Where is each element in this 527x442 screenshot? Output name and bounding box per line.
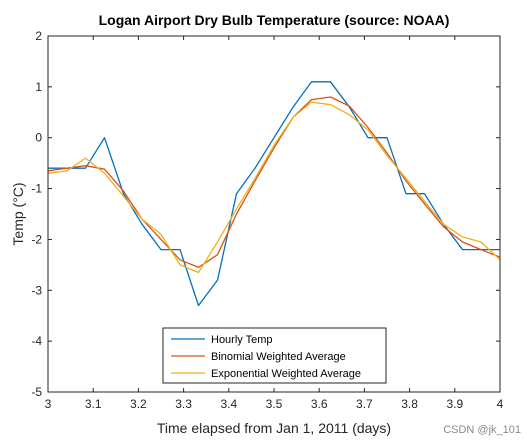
x-tick-label: 3.2 (130, 397, 147, 411)
y-tick-label: -4 (31, 334, 42, 348)
x-tick-label: 3.7 (356, 397, 373, 411)
x-tick-label: 4 (497, 397, 504, 411)
y-tick-label: 1 (35, 80, 42, 94)
series-line-3 (47, 101, 501, 274)
chart-title: Logan Airport Dry Bulb Temperature (sour… (99, 12, 450, 28)
x-tick-label: 3.8 (401, 397, 418, 411)
tick-layer: 3 3.1 3.2 3.3 3.4 3.5 3.6 3.7 3.8 3.9 4 -5 -4 -3 -2 -1 0… (31, 29, 503, 411)
legend-label-3: Exponential Weighted Average (211, 368, 361, 380)
series-line-1 (48, 81, 500, 307)
x-tick-label: 3 (45, 397, 52, 411)
y-tick-label: -2 (31, 232, 42, 246)
y-tick-label: 0 (35, 131, 42, 145)
y-tick-label: -5 (31, 385, 42, 399)
x-tick-label: 3.9 (446, 397, 463, 411)
watermark: CSDN @jk_101 (443, 424, 521, 436)
x-axis-label: Time elapsed from Jan 1, 2011 (days) (157, 420, 391, 436)
x-tick-label: 3.4 (220, 397, 237, 411)
x-tick-label: 3.3 (175, 397, 192, 411)
series-line-2 (47, 96, 501, 269)
series-layer (47, 81, 501, 307)
y-tick-label: 2 (35, 29, 42, 43)
y-tick-label: -3 (31, 283, 42, 297)
legend: Hourly Temp Binomial Weighted Average Expo… (162, 327, 387, 384)
x-tick-label: 3.5 (266, 397, 283, 411)
legend-label-1: Hourly Temp (211, 334, 273, 346)
x-tick-label: 3.6 (311, 397, 328, 411)
y-tick-label: -1 (31, 182, 42, 196)
x-tick-label: 3.1 (85, 397, 102, 411)
y-axis-label: Temp (°C) (10, 182, 26, 245)
legend-label-2: Binomial Weighted Average (211, 351, 346, 363)
